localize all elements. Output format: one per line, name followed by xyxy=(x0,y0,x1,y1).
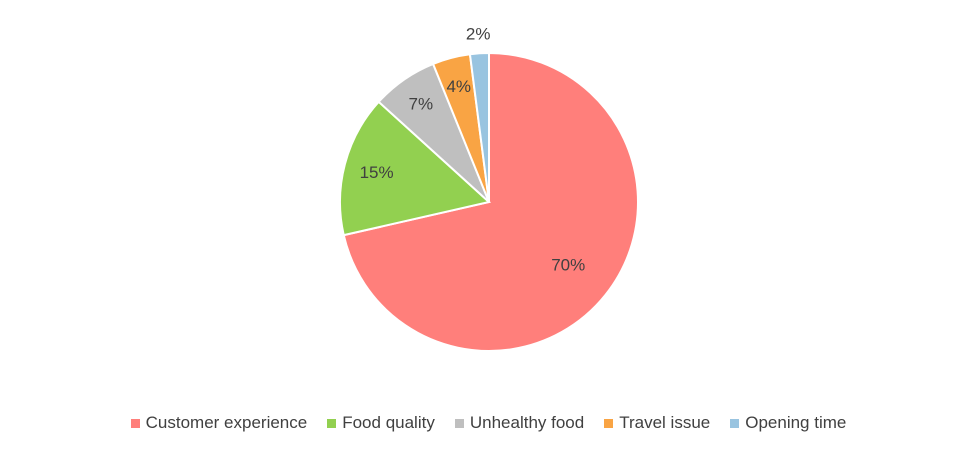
data-label-opening-time: 2% xyxy=(466,24,491,43)
pie-slice-opening-time xyxy=(468,51,490,203)
legend-label: Food quality xyxy=(342,413,435,432)
data-label-travel-issue: 4% xyxy=(446,77,471,96)
legend-item-unhealthy-food: Unhealthy food xyxy=(454,413,585,433)
legend-label: Customer experience xyxy=(145,413,308,432)
legend-swatch xyxy=(730,418,740,428)
data-label-customer-experience: 70% xyxy=(551,256,585,275)
legend-item-customer-experience: Customer experience xyxy=(130,413,308,433)
data-label-food-quality: 15% xyxy=(360,163,394,182)
legend-swatch xyxy=(327,418,337,428)
legend-item-food-quality: Food quality xyxy=(327,413,435,433)
legend-label: Unhealthy food xyxy=(469,413,585,432)
legend-label: Travel issue xyxy=(619,413,711,432)
pie-slice-food-quality xyxy=(339,100,492,237)
legend-swatch xyxy=(454,418,464,428)
data-label-unhealthy-food: 7% xyxy=(409,95,434,114)
legend-swatch xyxy=(130,418,140,428)
legend-item-opening-time: Opening time xyxy=(730,413,846,433)
legend-swatch xyxy=(604,418,614,428)
pie-slice-customer-experience xyxy=(342,51,639,352)
legend-item-travel-issue: Travel issue xyxy=(604,413,710,433)
legend-label: Opening time xyxy=(745,413,847,432)
legend: Customer experience Food quality Unhealt… xyxy=(0,413,977,433)
